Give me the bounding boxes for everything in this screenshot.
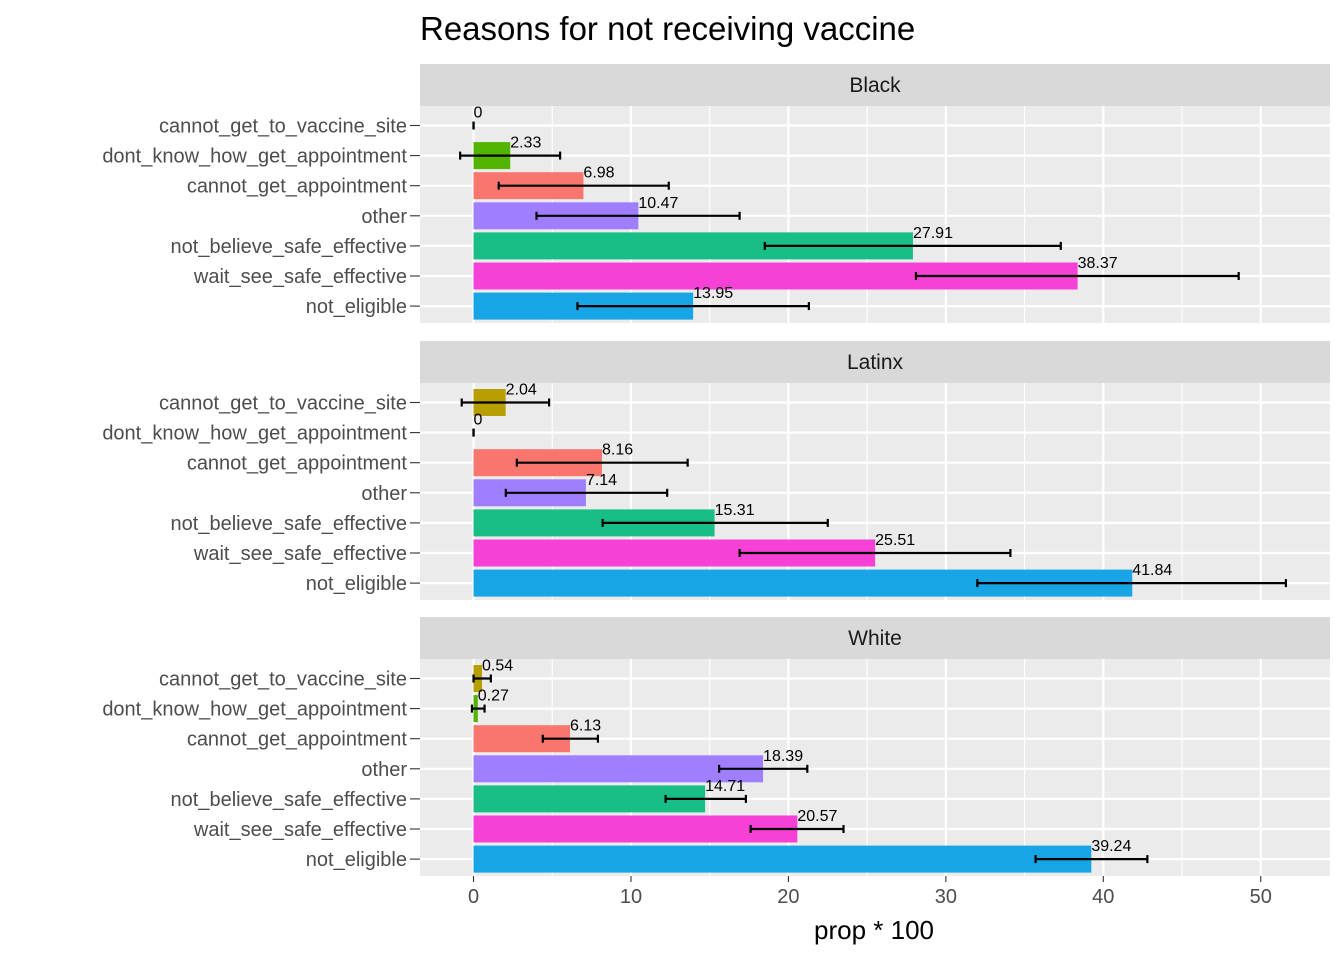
data-label: 14.71 xyxy=(705,778,745,795)
x-tick-label: 30 xyxy=(935,886,957,908)
y-tick-label: other xyxy=(361,759,407,781)
panel-latinx: Latinx cannot_get_to_vaccine_site dont_kno… xyxy=(102,341,1330,600)
y-tick-label: wait_see_safe_effective xyxy=(193,266,407,288)
data-label: 6.98 xyxy=(583,165,614,182)
data-label: 2.33 xyxy=(510,135,541,152)
y-tick-label: other xyxy=(361,206,407,228)
bar-other xyxy=(473,755,764,783)
y-tick-label: wait_see_safe_effective xyxy=(193,543,407,565)
data-label: 0.27 xyxy=(478,688,509,705)
data-label: 27.91 xyxy=(913,225,953,242)
facet-strip xyxy=(420,341,1330,383)
bar-not_eligible xyxy=(473,845,1092,873)
data-label: 0 xyxy=(474,105,483,122)
x-tick-label: 20 xyxy=(777,886,799,908)
panel-white: White cannot_get_to_vaccine_site dont_know… xyxy=(102,617,1330,876)
data-label: 39.24 xyxy=(1091,838,1131,855)
panel-black: Black cannot_get_to_vaccine_site dont_know… xyxy=(102,64,1330,323)
facet-strip-label: White xyxy=(848,627,902,650)
facet-strip xyxy=(420,64,1330,106)
x-axis: 0 10 20 30 40 50 xyxy=(468,876,1272,908)
data-label: 13.95 xyxy=(693,285,733,302)
data-label: 25.51 xyxy=(875,532,915,549)
x-tick-label: 0 xyxy=(468,886,479,908)
y-tick-label: not_eligible xyxy=(306,573,407,595)
facet-strip xyxy=(420,617,1330,659)
data-label: 7.14 xyxy=(586,472,617,489)
facet-strip-label: Latinx xyxy=(847,351,904,374)
data-label: 0 xyxy=(474,412,483,429)
y-tick-label: not_believe_safe_effective xyxy=(171,236,407,258)
y-tick-label: cannot_get_to_vaccine_site xyxy=(159,116,407,138)
facet-strip-label: Black xyxy=(849,74,901,97)
y-tick-label: cannot_get_to_vaccine_site xyxy=(159,669,407,691)
data-label: 18.39 xyxy=(763,748,803,765)
y-tick-label: dont_know_how_get_appointment xyxy=(102,699,407,721)
data-label: 8.16 xyxy=(602,442,633,459)
bar-wait_see_safe_effective xyxy=(473,815,798,843)
x-tick-label: 50 xyxy=(1250,886,1272,908)
y-tick-label: not_believe_safe_effective xyxy=(171,789,407,811)
x-tick-label: 40 xyxy=(1092,886,1114,908)
data-label: 15.31 xyxy=(715,502,755,519)
y-tick-label: dont_know_how_get_appointment xyxy=(102,146,407,168)
y-tick-label: other xyxy=(361,483,407,505)
data-label: 38.37 xyxy=(1078,255,1118,272)
x-axis-label: prop * 100 xyxy=(814,915,934,945)
data-label: 41.84 xyxy=(1132,562,1172,579)
y-tick-label: cannot_get_to_vaccine_site xyxy=(159,393,407,415)
y-tick-label: dont_know_how_get_appointment xyxy=(102,423,407,445)
panels: Black cannot_get_to_vaccine_site dont_know… xyxy=(102,64,1330,876)
data-label: 0.54 xyxy=(482,658,513,675)
y-tick-label: not_believe_safe_effective xyxy=(171,513,407,535)
x-tick-label: 10 xyxy=(620,886,642,908)
y-tick-label: not_eligible xyxy=(306,849,407,871)
data-label: 2.04 xyxy=(506,382,537,399)
y-tick-label: cannot_get_appointment xyxy=(187,176,408,198)
y-tick-label: cannot_get_appointment xyxy=(187,729,408,751)
data-label: 20.57 xyxy=(797,808,837,825)
chart-title: Reasons for not receiving vaccine xyxy=(420,10,915,47)
data-label: 6.13 xyxy=(570,718,601,735)
y-tick-label: cannot_get_appointment xyxy=(187,453,408,475)
y-tick-label: not_eligible xyxy=(306,296,407,318)
data-label: 10.47 xyxy=(638,195,678,212)
y-tick-label: wait_see_safe_effective xyxy=(193,819,407,841)
